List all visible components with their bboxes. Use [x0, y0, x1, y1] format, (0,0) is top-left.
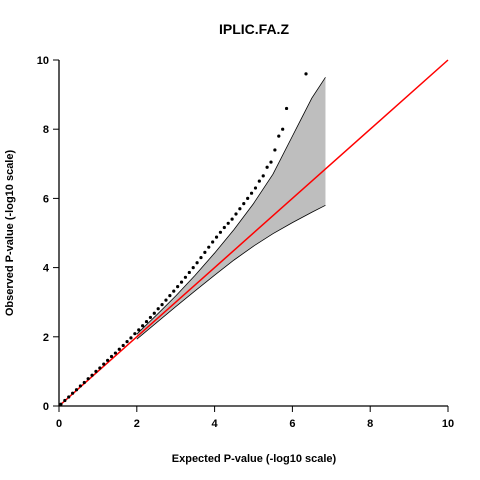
data-point	[152, 311, 156, 315]
data-point	[144, 319, 149, 324]
x-tick-label: 8	[367, 418, 373, 430]
x-tick-label: 4	[212, 418, 219, 430]
y-tick-label: 4	[43, 263, 50, 275]
data-point	[214, 235, 219, 239]
data-point	[207, 245, 211, 249]
data-point	[164, 298, 168, 302]
x-tick-label: 6	[289, 418, 295, 430]
data-point	[195, 261, 199, 265]
data-point	[94, 369, 98, 373]
chart-title: IPLIC.FA.Z	[219, 21, 289, 37]
x-axis-ticks: 0 2 4 6 8 10	[56, 406, 454, 430]
data-point	[121, 343, 125, 348]
data-point	[117, 347, 121, 351]
data-point	[82, 380, 86, 385]
data-point	[203, 250, 207, 254]
y-tick-label: 8	[43, 124, 49, 136]
data-point	[273, 148, 277, 152]
data-point	[160, 303, 164, 307]
x-tick-label: 10	[442, 418, 454, 430]
data-point	[71, 391, 75, 395]
data-point	[234, 212, 238, 216]
data-point	[63, 398, 67, 403]
data-point	[249, 191, 254, 195]
data-point	[156, 307, 160, 311]
data-point	[269, 160, 273, 164]
data-point	[304, 72, 308, 76]
x-tick-label: 2	[134, 418, 140, 430]
data-point	[74, 388, 79, 392]
y-axis-label: Observed P-value (-log10 scale)	[4, 150, 16, 317]
reference-line	[58, 59, 449, 407]
data-point	[172, 289, 176, 293]
data-point	[277, 134, 281, 138]
data-point	[109, 354, 114, 359]
reference-line-layer	[58, 59, 449, 407]
data-point	[218, 230, 223, 234]
data-point	[78, 384, 82, 388]
data-point	[106, 358, 110, 362]
data-point	[222, 225, 226, 230]
data-point	[211, 240, 215, 244]
confidence-band	[136, 77, 326, 340]
y-axis-ticks: 0 2 4 6 8 10	[37, 55, 59, 413]
data-point	[67, 395, 71, 399]
data-point	[102, 362, 106, 366]
data-point	[226, 221, 230, 225]
data-point	[179, 280, 184, 284]
confidence-band-upper	[136, 77, 326, 335]
data-point	[129, 336, 133, 340]
data-point	[98, 366, 102, 370]
data-points-layer	[59, 72, 308, 406]
confidence-band-lower	[136, 204, 326, 340]
data-point	[137, 328, 141, 332]
data-point	[284, 106, 289, 111]
y-tick-label: 2	[43, 332, 49, 344]
data-point	[253, 186, 258, 190]
data-point	[141, 324, 145, 328]
data-point	[148, 315, 153, 320]
data-point	[113, 351, 118, 355]
x-tick-label: 0	[56, 418, 62, 430]
data-point	[265, 165, 269, 169]
data-point	[168, 294, 172, 298]
data-point	[125, 340, 129, 344]
data-point	[176, 285, 180, 289]
data-point	[86, 377, 90, 381]
data-point	[183, 275, 188, 279]
data-point	[281, 127, 285, 131]
y-tick-label: 6	[43, 193, 49, 205]
data-point	[261, 174, 265, 178]
data-point	[90, 373, 94, 377]
data-point	[199, 255, 203, 260]
data-point	[133, 332, 137, 336]
x-axis-label: Expected P-value (-log10 scale)	[172, 453, 337, 465]
data-point	[187, 270, 191, 275]
y-tick-label: 10	[37, 55, 49, 67]
data-point	[59, 402, 63, 406]
y-tick-label: 0	[43, 401, 49, 413]
data-point	[191, 266, 195, 270]
data-point	[230, 217, 234, 221]
confidence-band-layer	[136, 77, 326, 340]
data-point	[257, 179, 261, 183]
data-point	[242, 201, 246, 206]
data-point	[246, 196, 250, 200]
data-point	[238, 207, 242, 211]
